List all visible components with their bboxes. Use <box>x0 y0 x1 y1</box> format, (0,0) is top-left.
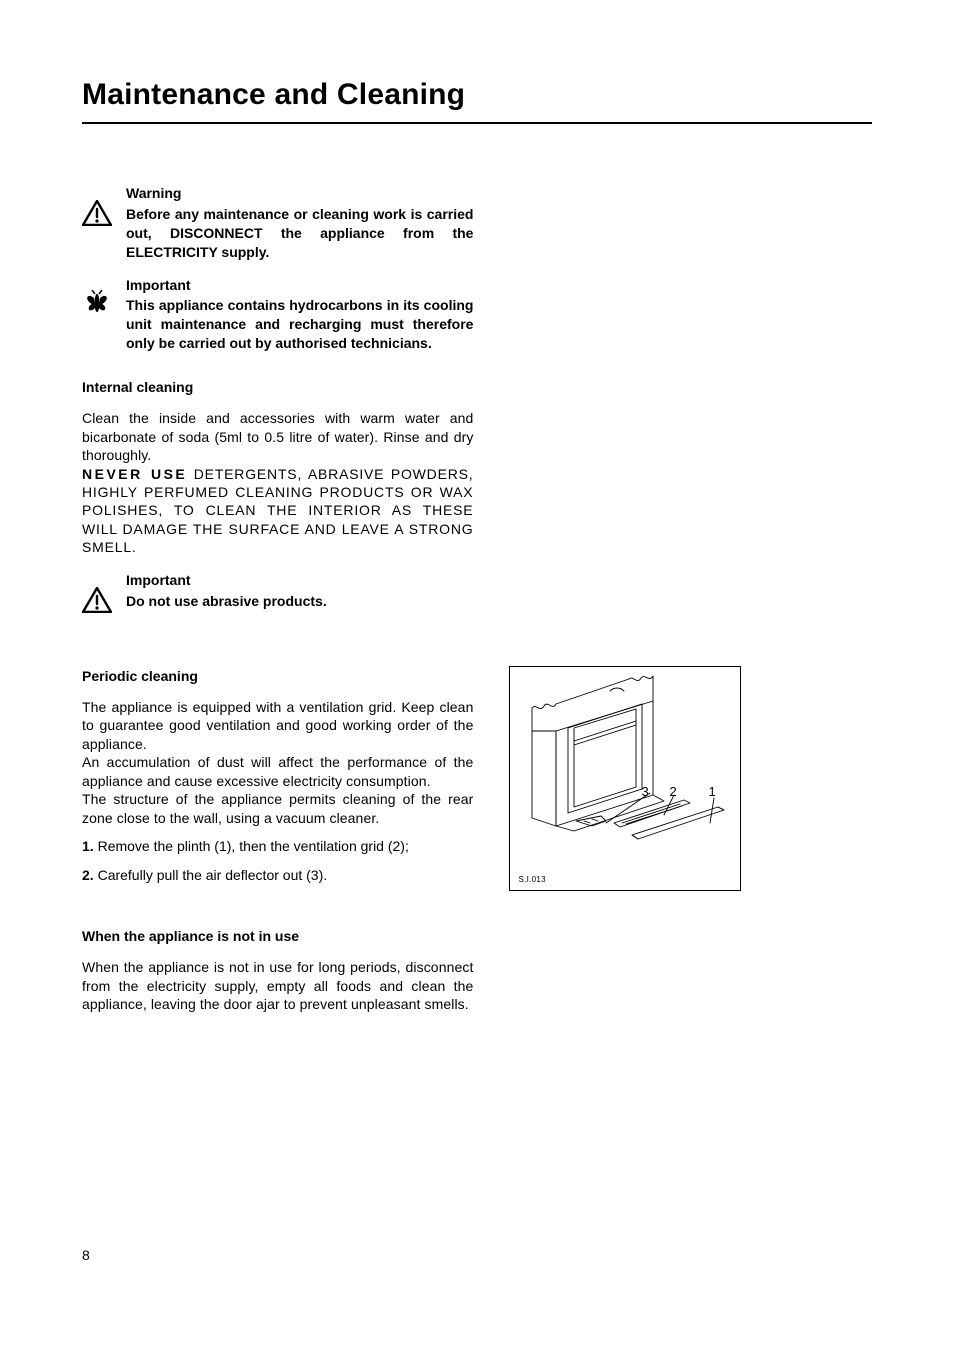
periodic-p2: An accumulation of dust will affect the … <box>82 753 473 790</box>
diagram-ref: S.I.013 <box>518 875 545 884</box>
notinuse-p1: When the appliance is not in use for lon… <box>82 958 473 1013</box>
right-column: 3 2 1 S.I.013 <box>503 184 872 1014</box>
page-title: Maintenance and Cleaning <box>82 78 872 124</box>
important2-body: Do not use abrasive products. <box>126 593 327 609</box>
diagram-label-2: 2 <box>669 784 676 799</box>
important1-body: This appliance contains hydrocarbons in … <box>126 297 473 351</box>
step2-text: Carefully pull the air deflector out (3)… <box>94 867 327 883</box>
important2-heading: Important <box>126 571 473 590</box>
diagram-label-1: 1 <box>708 784 715 799</box>
warning-icon-2 <box>82 571 114 618</box>
periodic-heading: Periodic cleaning <box>82 668 473 684</box>
step2-num: 2. <box>82 867 94 883</box>
diagram-label-3: 3 <box>641 784 648 799</box>
periodic-p3: The structure of the appliance permits c… <box>82 790 473 827</box>
warning-block: Warning Before any maintenance or cleani… <box>82 184 473 262</box>
important1-text: Important This appliance contains hydroc… <box>126 276 473 354</box>
appliance-diagram-svg <box>514 673 736 873</box>
warning-icon <box>82 184 114 262</box>
periodic-p1: The appliance is equipped with a ventila… <box>82 698 473 753</box>
step1-text: Remove the plinth (1), then the ventilat… <box>94 838 409 854</box>
internal-heading: Internal cleaning <box>82 379 473 395</box>
internal-p1: Clean the inside and accessories with wa… <box>82 409 473 464</box>
notinuse-heading: When the appliance is not in use <box>82 928 473 944</box>
periodic-step2: 2. Carefully pull the air deflector out … <box>82 866 473 884</box>
important1-heading: Important <box>126 276 473 295</box>
important2-text: Important Do not use abrasive products. <box>126 571 473 618</box>
internal-p2-lead: NEVER USE <box>82 466 187 482</box>
page-number: 8 <box>82 1247 90 1263</box>
step1-num: 1. <box>82 838 94 854</box>
periodic-step1: 1. Remove the plinth (1), then the venti… <box>82 837 473 855</box>
internal-p2: NEVER USE DETERGENTS, ABRASIVE POWDERS, … <box>82 465 473 557</box>
diagram: 3 2 1 S.I.013 <box>509 666 741 891</box>
left-column: Warning Before any maintenance or cleani… <box>82 184 473 1014</box>
important1-block: Important This appliance contains hydroc… <box>82 276 473 354</box>
warning-text: Warning Before any maintenance or cleani… <box>126 184 473 262</box>
butterfly-icon <box>82 276 114 354</box>
content-row: Warning Before any maintenance or cleani… <box>82 184 872 1014</box>
page: Maintenance and Cleaning Warning Before … <box>0 0 954 1351</box>
important2-block: Important Do not use abrasive products. <box>82 571 473 618</box>
warning-body: Before any maintenance or cleaning work … <box>126 206 473 260</box>
warning-heading: Warning <box>126 184 473 203</box>
